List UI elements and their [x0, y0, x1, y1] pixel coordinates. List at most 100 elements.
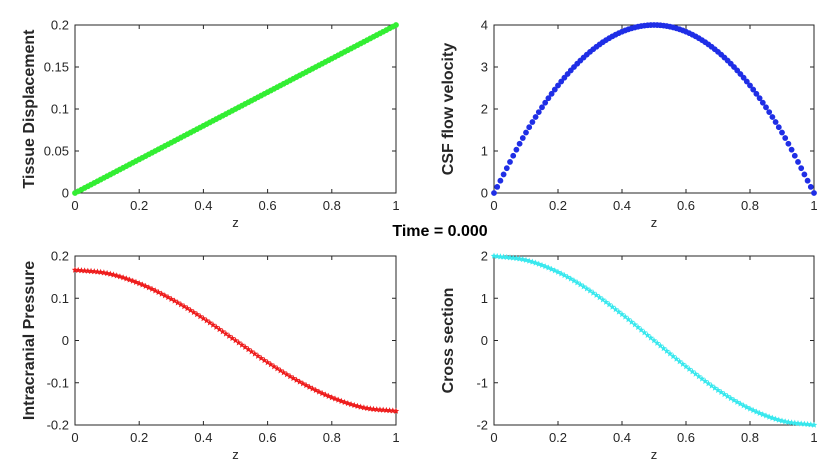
data-point: [689, 368, 696, 375]
data-point: [794, 420, 802, 427]
subplot-tissue-displacement: 0 0.2 0.4 0.6 0.8 1 0 0.05 0.1 0.15 0.2 z Tissue Dis…: [21, 18, 400, 231]
x-tick-label: 1: [810, 198, 817, 213]
data-point: [506, 254, 514, 261]
x-tick-label: 1: [392, 430, 399, 445]
data-point: [491, 190, 497, 196]
data-point: [370, 405, 377, 412]
data-point: [785, 418, 792, 425]
y-tick-label: 0.1: [51, 102, 69, 117]
y-tick-label: 0: [481, 186, 488, 201]
data-point: [107, 270, 114, 277]
data-point: [807, 183, 814, 190]
y-tick-label: 1: [481, 291, 488, 306]
x-tick-label: 0.2: [549, 430, 567, 445]
data-point: [798, 165, 805, 172]
data-point: [545, 95, 552, 102]
data-point: [526, 124, 533, 131]
data-point: [692, 370, 699, 377]
data-point: [558, 78, 565, 85]
x-axis-label: z: [651, 447, 658, 462]
y-tick-label: 0.2: [51, 18, 69, 33]
y-tick-label: 2: [481, 249, 488, 264]
y-axis-label: Cross section: [440, 288, 457, 394]
data-point: [516, 140, 523, 147]
data-point: [801, 420, 808, 427]
data-point: [383, 406, 390, 414]
x-tick-label: 0.6: [259, 430, 277, 445]
data-point: [497, 177, 504, 184]
data-point: [660, 345, 667, 352]
data-point: [637, 326, 645, 333]
figure-title: Time = 0.000: [392, 223, 487, 240]
y-tick-label: -0.2: [47, 418, 69, 433]
data-point: [376, 406, 384, 413]
data-point: [804, 420, 811, 428]
data-point: [807, 421, 815, 428]
data-point: [389, 407, 397, 414]
data-point: [763, 104, 769, 111]
data-point: [71, 266, 79, 273]
data-point: [535, 109, 542, 115]
x-tick-label: 0.6: [677, 198, 695, 213]
data-point: [74, 266, 82, 273]
y-tick-label: 0.2: [51, 249, 69, 264]
data-point: [801, 171, 808, 178]
data-point: [494, 183, 501, 190]
data-point: [759, 99, 766, 106]
data-point: [509, 254, 517, 261]
x-tick-label: 1: [810, 430, 817, 445]
x-tick-label: 0.8: [323, 430, 341, 445]
data-point: [490, 252, 498, 259]
x-tick-label: 0: [71, 430, 78, 445]
y-tick-label: 3: [481, 60, 488, 75]
data-point: [804, 177, 811, 184]
data-point: [634, 323, 642, 331]
data-point: [779, 129, 785, 136]
x-tick-label: 0.2: [549, 198, 567, 213]
y-tick-label: 0.05: [44, 144, 69, 159]
data-point: [373, 406, 380, 413]
data-point: [386, 407, 393, 414]
data-point: [666, 350, 674, 357]
data-point: [785, 140, 792, 147]
series-markers: [491, 22, 817, 196]
data-point: [513, 254, 520, 262]
data-point: [778, 417, 786, 424]
data-point: [663, 347, 671, 354]
data-point: [555, 82, 561, 89]
data-point: [797, 420, 805, 427]
data-point: [673, 355, 680, 362]
y-axis-label: CSF flow velocity: [440, 43, 457, 176]
data-point: [507, 159, 513, 165]
y-tick-label: 4: [481, 18, 488, 33]
data-point: [647, 334, 655, 341]
data-point: [500, 171, 507, 178]
data-point: [644, 331, 651, 338]
x-tick-label: 0.6: [259, 198, 277, 213]
data-point: [379, 406, 387, 413]
data-point: [532, 114, 539, 120]
x-tick-label: 0.2: [130, 430, 148, 445]
data-point: [625, 316, 632, 323]
data-point: [657, 342, 664, 349]
y-tick-label: -0.1: [47, 375, 69, 390]
data-point: [781, 418, 789, 425]
data-point: [516, 255, 523, 262]
data-point: [497, 253, 504, 260]
x-tick-label: 0: [490, 198, 497, 213]
data-point: [564, 71, 571, 77]
data-point: [97, 268, 104, 275]
x-tick-label: 0: [490, 430, 497, 445]
y-tick-label: 1: [481, 144, 488, 159]
y-tick-label: 0: [62, 186, 69, 201]
y-tick-label: 0.15: [44, 60, 69, 75]
data-point: [810, 421, 818, 428]
y-tick-label: 2: [481, 102, 488, 117]
data-point: [91, 268, 98, 275]
data-point: [510, 152, 517, 159]
data-point: [631, 321, 639, 328]
y-tick-label: 0: [62, 333, 69, 348]
data-point: [392, 407, 400, 414]
data-point: [676, 358, 683, 365]
data-point: [650, 337, 658, 344]
